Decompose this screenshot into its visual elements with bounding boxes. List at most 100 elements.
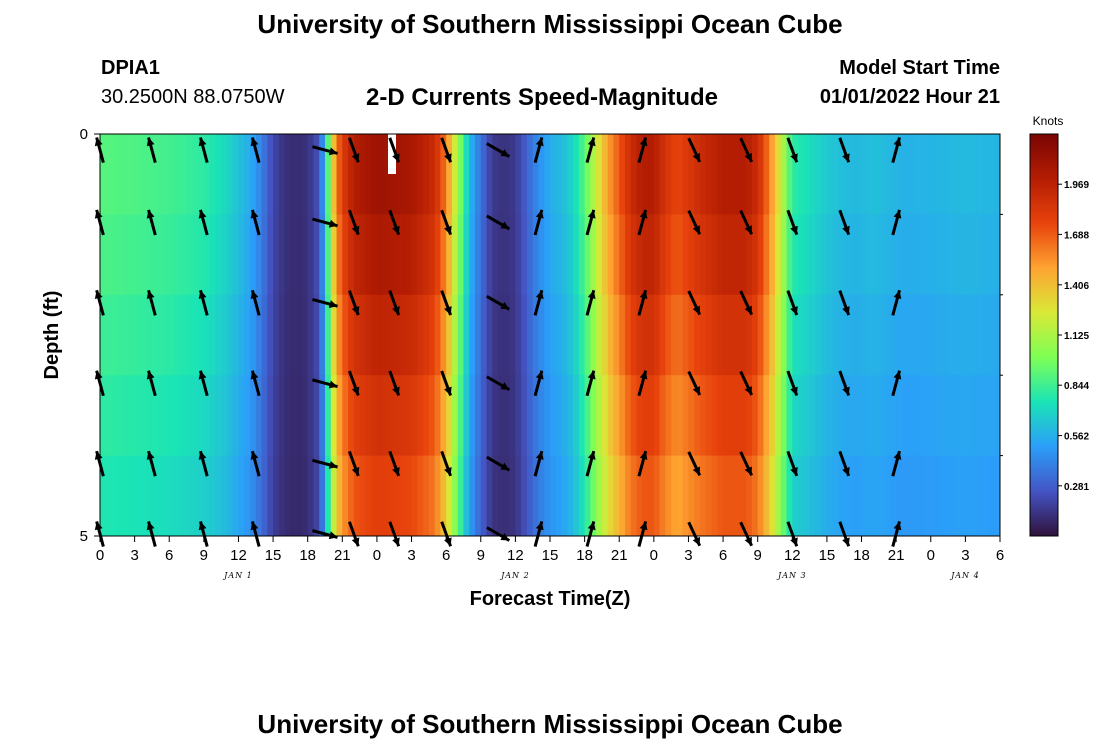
heatmap-cell	[325, 294, 332, 376]
heatmap-cell	[694, 134, 701, 215]
current-arrow	[440, 370, 453, 396]
heatmap-cell	[146, 455, 153, 536]
heatmap-cell	[711, 294, 718, 376]
heatmap-cell	[261, 455, 268, 536]
heatmap-cell	[382, 134, 390, 215]
heatmap-cell	[676, 375, 684, 457]
heatmap-cell	[792, 455, 799, 536]
heatmap-cell	[394, 214, 401, 296]
heatmap-cell	[203, 294, 211, 376]
heatmap-cell	[751, 134, 759, 215]
current-arrow	[533, 209, 544, 236]
heatmap-cell	[648, 455, 655, 536]
current-arrow	[198, 137, 209, 163]
heatmap-cell	[532, 214, 540, 296]
heatmap-cell	[359, 214, 366, 296]
current-arrow	[891, 450, 902, 477]
heatmap-cell	[192, 294, 199, 376]
heatmap-cell	[688, 134, 695, 215]
heatmap-cell	[382, 214, 390, 296]
heatmap-cell	[740, 214, 747, 296]
heatmap-cell	[809, 375, 816, 457]
current-arrow	[739, 370, 754, 396]
heatmap-cell	[809, 134, 816, 215]
heatmap-cell	[844, 214, 851, 296]
heatmap-cell	[492, 294, 499, 376]
heatmap-cell	[492, 375, 499, 457]
current-arrow	[312, 298, 338, 308]
heatmap-cell	[573, 214, 580, 296]
heatmap-cell	[238, 455, 245, 536]
heatmap-cell	[936, 455, 943, 536]
heatmap-cell	[180, 214, 188, 296]
heatmap-cell	[526, 455, 534, 536]
heatmap-cell	[169, 214, 176, 296]
heatmap-cell	[417, 375, 424, 457]
heatmap-cell	[128, 134, 136, 215]
heatmap-cell	[971, 214, 978, 296]
heatmap-cell	[728, 134, 736, 215]
heatmap-cell	[475, 294, 482, 376]
heatmap-cell	[873, 294, 880, 376]
heatmap-cell	[942, 214, 949, 296]
heatmap-cell	[244, 134, 251, 215]
heatmap-cell	[694, 375, 701, 457]
heatmap-cell	[307, 134, 315, 215]
heatmap-cell	[803, 134, 811, 215]
heatmap-cell	[163, 214, 170, 296]
heatmap-cell	[400, 375, 407, 457]
heatmap-cell	[994, 455, 1000, 536]
heatmap-cell	[123, 134, 130, 215]
current-arrow	[891, 370, 902, 397]
heatmap-cell	[700, 214, 707, 296]
heatmap-cell	[503, 134, 511, 215]
heatmap-cell	[619, 294, 626, 376]
heatmap-cell	[446, 294, 453, 376]
heatmap-cell	[561, 455, 568, 536]
y-tick-label: 0	[80, 126, 88, 143]
heatmap-cell	[665, 455, 672, 536]
heatmap-cell	[371, 455, 378, 536]
heatmap-cell	[763, 214, 770, 296]
heatmap-cell	[526, 294, 534, 376]
heatmap-cell	[469, 375, 476, 457]
heatmap-cell	[365, 455, 372, 536]
heatmap-cell	[907, 294, 915, 376]
heatmap-cell	[826, 214, 834, 296]
x-tick-label: 6	[442, 547, 450, 564]
heatmap-cell	[648, 214, 655, 296]
heatmap-cell	[832, 134, 840, 215]
heatmap-cell	[630, 134, 638, 215]
x-tick-label: 12	[230, 547, 247, 564]
heatmap-cell	[405, 134, 413, 215]
heatmap-cell	[988, 294, 995, 376]
heatmap-cell	[878, 214, 886, 296]
heatmap-cell	[711, 455, 718, 536]
heatmap-cell	[901, 134, 909, 215]
heatmap-cell	[982, 214, 990, 296]
heatmap-cell	[930, 134, 938, 215]
heatmap-cell	[625, 294, 632, 376]
heatmap-cell	[855, 214, 863, 296]
current-arrow	[637, 521, 648, 547]
heatmap-cell	[538, 375, 545, 457]
heatmap-cell	[619, 214, 626, 296]
heatmap-cell	[388, 294, 395, 376]
heatmap-cell	[642, 134, 649, 215]
heatmap-cell	[613, 134, 620, 215]
heatmap-cell	[653, 134, 661, 215]
heatmap-cell	[515, 294, 522, 376]
current-arrow	[786, 370, 799, 396]
heatmap-cell	[567, 214, 574, 296]
heatmap-cell	[100, 214, 107, 296]
heatmap-cell	[625, 375, 632, 457]
current-arrow	[250, 137, 261, 163]
heatmap-cell	[423, 134, 430, 215]
heatmap-cell	[319, 455, 326, 536]
heatmap-cell	[838, 134, 845, 215]
heatmap-cell	[930, 214, 938, 296]
heatmap-cell	[301, 214, 309, 296]
heatmap-cell	[925, 455, 932, 536]
heatmap-cell	[105, 375, 113, 457]
heatmap-cell	[751, 214, 759, 296]
